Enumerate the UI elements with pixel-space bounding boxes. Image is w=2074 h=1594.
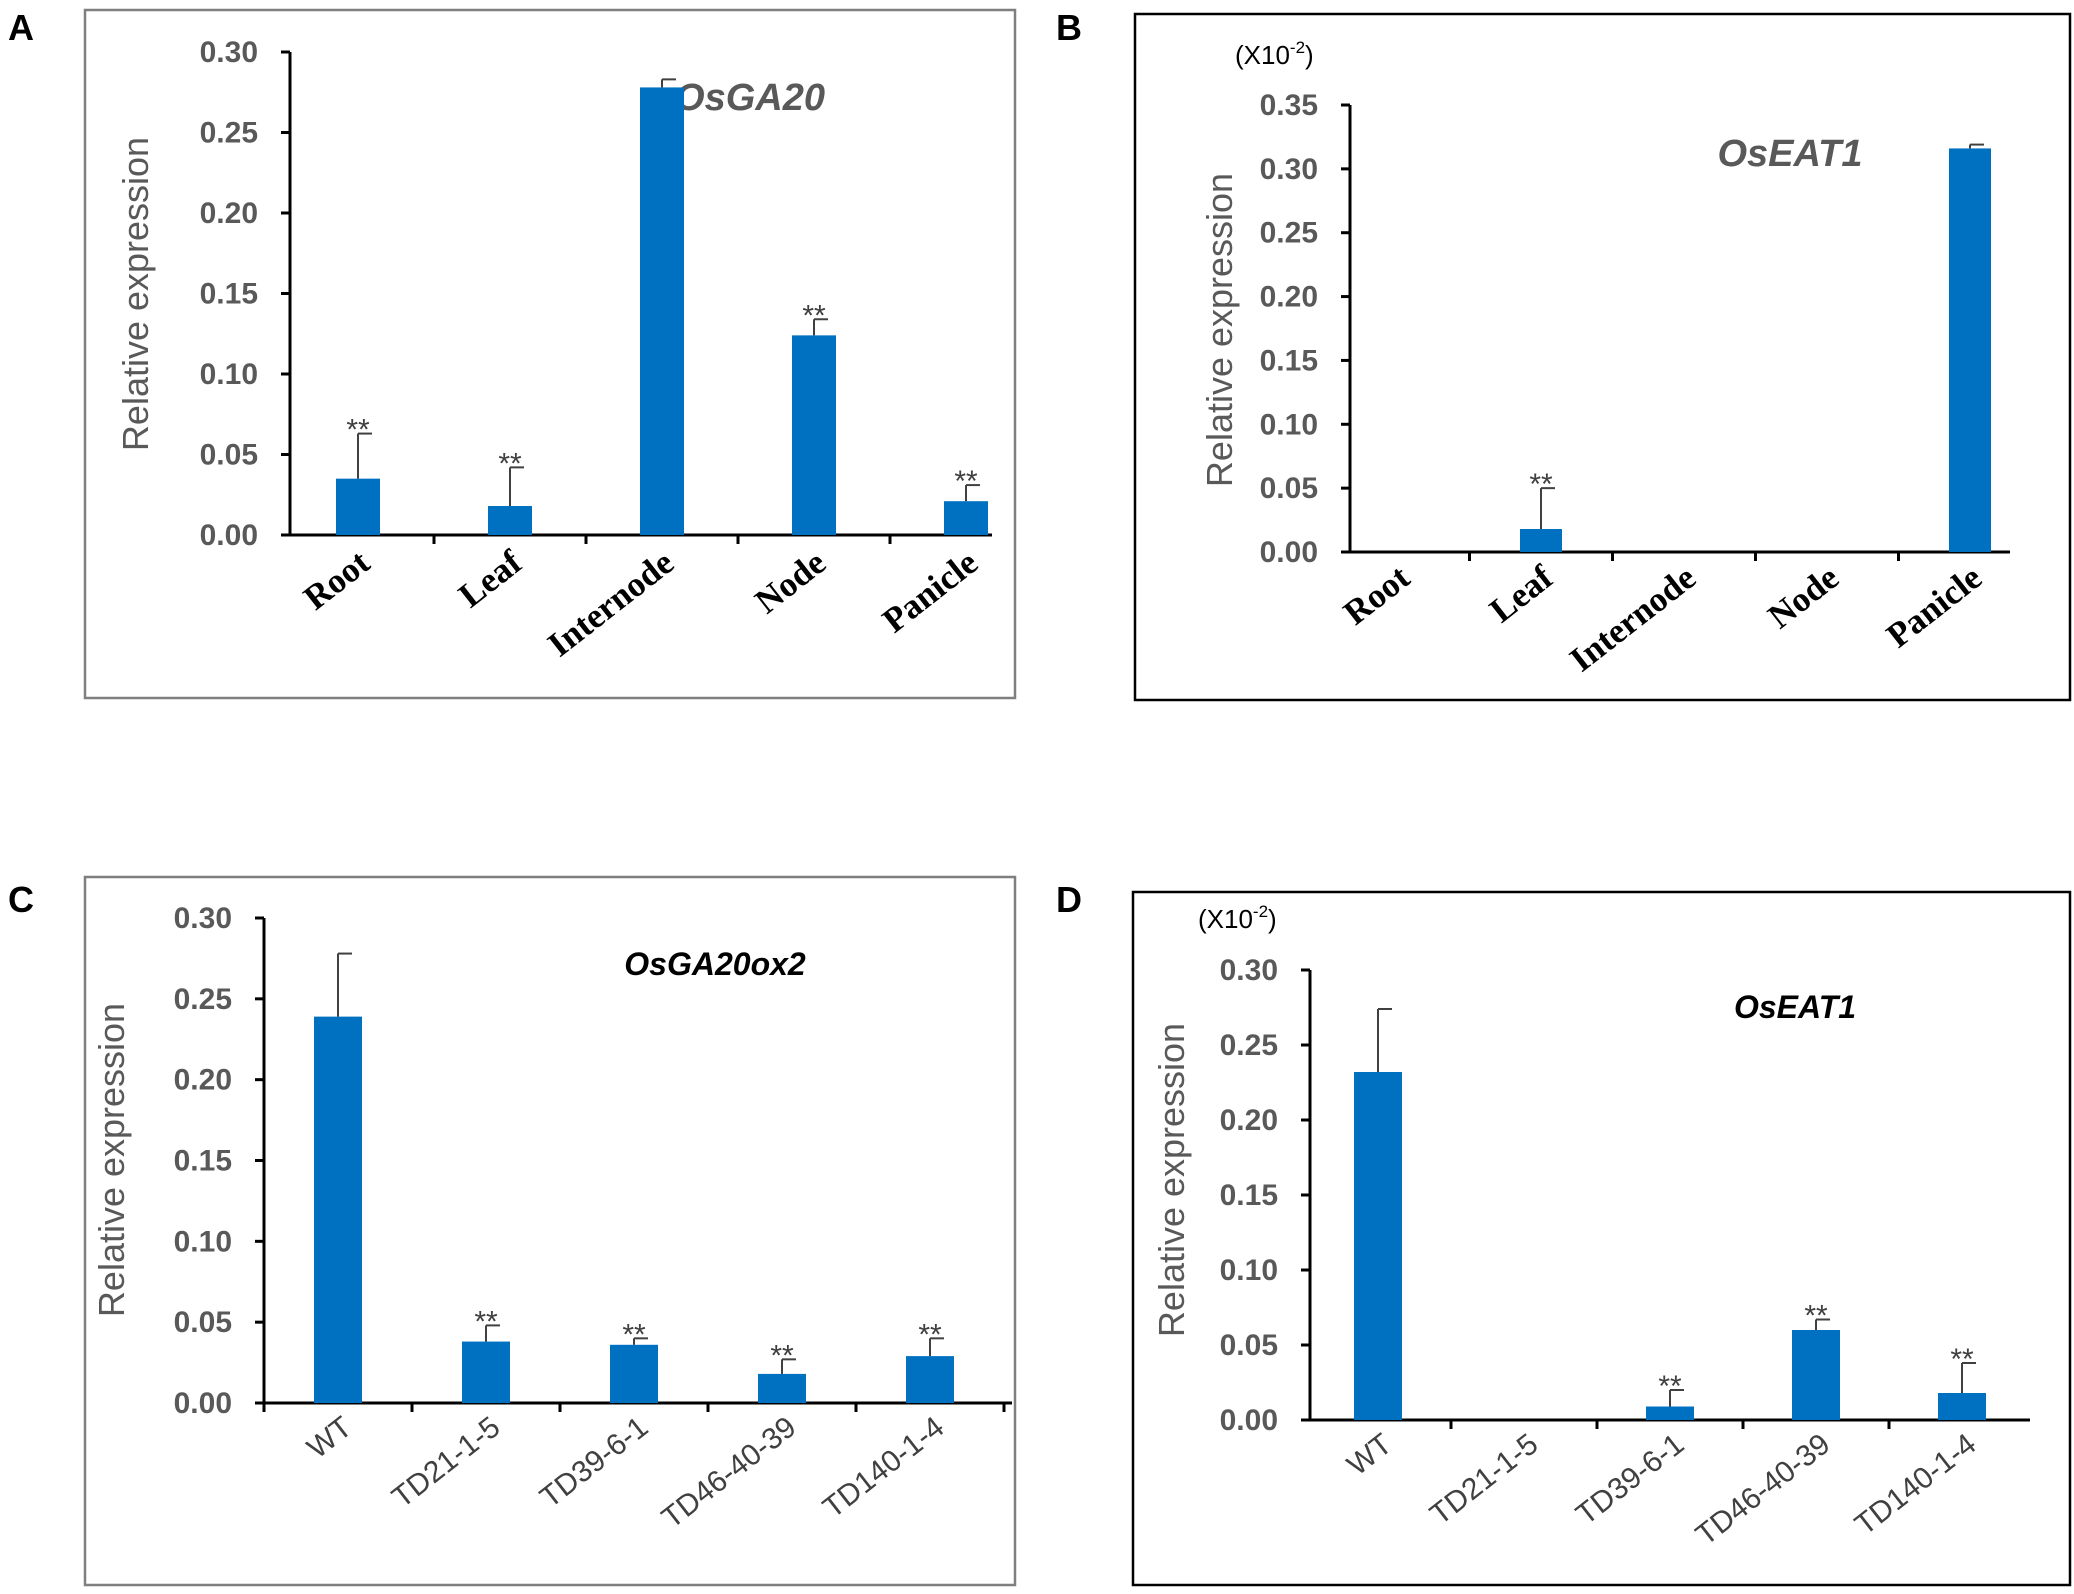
y-axis-label: Relative expression [115, 137, 156, 451]
panel-letter: D [1056, 879, 1082, 920]
y-tick-label: 0.25 [200, 117, 258, 150]
significance-mark: ** [498, 447, 522, 480]
y-tick-label: 0.30 [1220, 954, 1278, 987]
significance-mark: ** [1658, 1370, 1682, 1403]
chart-title: OsGA20ox2 [624, 946, 806, 982]
y-tick-label: 0.00 [1220, 1404, 1278, 1437]
significance-mark: ** [1804, 1300, 1828, 1333]
y-tick-label: 0.00 [1260, 536, 1318, 569]
chart-title: OsEAT1 [1734, 989, 1856, 1025]
significance-mark: ** [802, 299, 826, 332]
scale-note: (X10-2) [1235, 38, 1314, 70]
panel-letter: C [8, 879, 34, 920]
scale-note-close: ) [1268, 904, 1277, 934]
bar-wt [1354, 1072, 1402, 1420]
chart-title: OsEAT1 [1717, 133, 1862, 175]
y-axis-label: Relative expression [1151, 1023, 1192, 1337]
bar-panicle [944, 501, 988, 535]
y-tick-label: 0.00 [200, 519, 258, 552]
panel-frame [83, 8, 1017, 700]
bar-leaf [488, 506, 532, 535]
scale-note-close: ) [1305, 40, 1314, 70]
scale-note: (X10-2) [1198, 902, 1277, 934]
scale-note-exponent: -2 [1290, 38, 1305, 57]
panel-c: C 0.00 0.05 0.10 0.15 0.20 0.25 0.30 Relative ex… [8, 875, 1017, 1587]
y-tick-label: 0.30 [174, 902, 232, 935]
significance-mark: ** [770, 1339, 794, 1372]
y-tick-label: 0.05 [174, 1306, 232, 1339]
y-tick-label: 0.10 [200, 358, 258, 391]
panel-frame [1131, 890, 2072, 1587]
panel-a: A 0.00 0.05 0.10 0.15 0.20 0.25 0.30 Relative ex… [8, 7, 1017, 700]
y-tick-label: 0.10 [1260, 408, 1318, 441]
significance-mark: ** [622, 1318, 646, 1351]
y-tick-label: 0.20 [1220, 1104, 1278, 1137]
scale-note-exponent: -2 [1253, 902, 1268, 921]
y-axis-label: Relative expression [91, 1003, 132, 1317]
scale-note-base: (X10 [1235, 40, 1290, 70]
panel-letter: B [1056, 7, 1082, 48]
y-tick-label: 0.00 [174, 1387, 232, 1420]
significance-mark: ** [918, 1318, 942, 1351]
y-tick-label: 0.25 [174, 983, 232, 1016]
y-axis-label: Relative expression [1199, 173, 1240, 487]
bar-td21-1-5 [462, 1341, 510, 1403]
y-tick-label: 0.15 [1220, 1179, 1278, 1212]
bar-td140-1-4 [1938, 1393, 1986, 1420]
y-tick-label: 0.35 [1260, 89, 1318, 122]
panel-frame [1133, 12, 2072, 702]
y-tick-label: 0.05 [1260, 472, 1318, 505]
significance-mark: ** [1529, 468, 1553, 501]
significance-mark: ** [1950, 1343, 1974, 1376]
panel-frame [83, 875, 1017, 1587]
bar-internode [640, 87, 684, 536]
bar-td46-40-39 [1792, 1330, 1840, 1420]
y-tick-label: 0.20 [200, 197, 258, 230]
y-tick-label: 0.30 [1260, 153, 1318, 186]
y-tick-label: 0.10 [1220, 1254, 1278, 1287]
bar-root [336, 478, 380, 535]
bar-td140-1-4 [906, 1356, 954, 1403]
y-tick-label: 0.20 [174, 1064, 232, 1097]
y-tick-label: 0.15 [174, 1145, 232, 1178]
y-tick-label: 0.05 [200, 439, 258, 472]
y-tick-label: 0.15 [1260, 344, 1318, 377]
significance-mark: ** [954, 465, 978, 498]
y-tick-label: 0.25 [1220, 1029, 1278, 1062]
significance-mark: ** [346, 414, 370, 447]
bar-td39-6-1 [610, 1344, 658, 1403]
y-tick-label: 0.05 [1220, 1329, 1278, 1362]
bar-leaf [1520, 529, 1562, 552]
bar-wt [314, 1016, 362, 1403]
chart-title: OsGA20 [675, 77, 825, 119]
bar-td39-6-1 [1646, 1406, 1694, 1420]
panel-letter: A [8, 7, 34, 48]
y-tick-label: 0.20 [1260, 281, 1318, 314]
panel-d: D 0.00 0.05 0.10 0.15 0.20 0.25 0.30 Relative ex… [1056, 879, 2072, 1587]
bar-td46-40-39 [758, 1373, 806, 1403]
y-tick-label: 0.25 [1260, 217, 1318, 250]
y-tick-label: 0.30 [200, 36, 258, 69]
scale-note-base: (X10 [1198, 904, 1253, 934]
y-tick-label: 0.15 [200, 278, 258, 311]
bar-node [792, 335, 836, 535]
panel-b: B 0.00 0.05 0.10 0.15 0.20 0.25 0.30 0.35 Relativ… [1056, 7, 2072, 702]
y-tick-label: 0.10 [174, 1225, 232, 1258]
bar-panicle [1949, 148, 1991, 552]
significance-mark: ** [474, 1305, 498, 1338]
